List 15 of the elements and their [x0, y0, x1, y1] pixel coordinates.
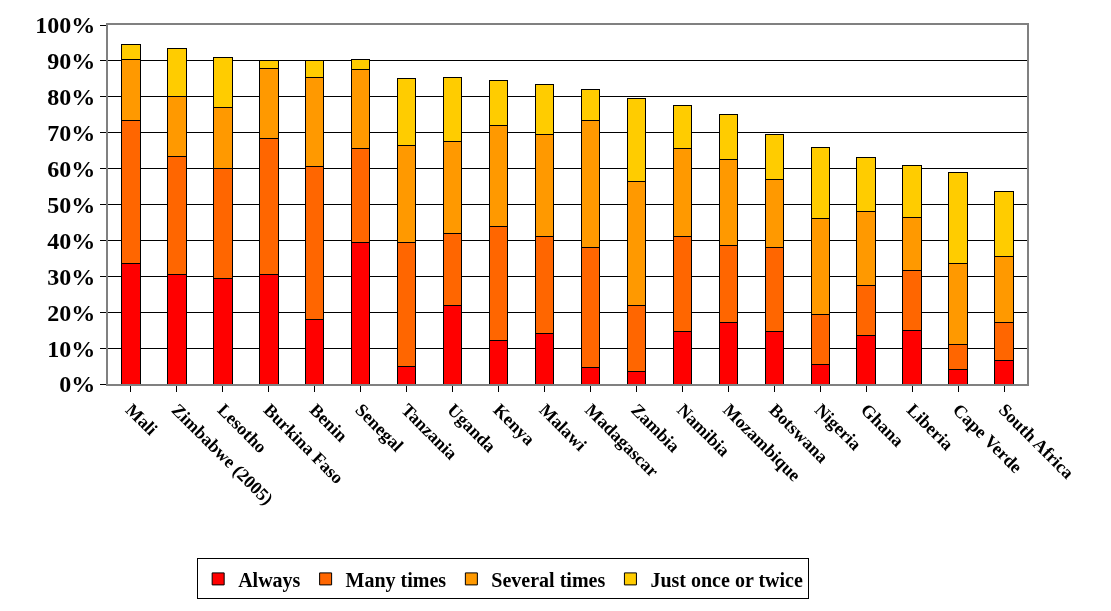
y-tick-label: 70%: [47, 120, 96, 147]
y-tick-label: 80%: [47, 84, 96, 111]
y-tick-label: 30%: [47, 263, 96, 290]
y-tick-label: 90%: [47, 48, 96, 75]
y-tick-label: 10%: [47, 335, 96, 362]
legend-label: Several times: [491, 568, 606, 591]
y-tick-label: 50%: [47, 191, 96, 218]
y-tick-label: 60%: [47, 156, 96, 182]
y-tick-label: 20%: [47, 299, 96, 326]
legend-label: Just once or twice: [650, 568, 803, 591]
legend-label: Always: [238, 568, 301, 592]
y-tick-label: 100%: [35, 12, 96, 39]
legend-label: Many times: [345, 568, 447, 592]
y-tick-label: 40%: [47, 227, 96, 254]
y-tick-label: 0%: [59, 371, 96, 398]
